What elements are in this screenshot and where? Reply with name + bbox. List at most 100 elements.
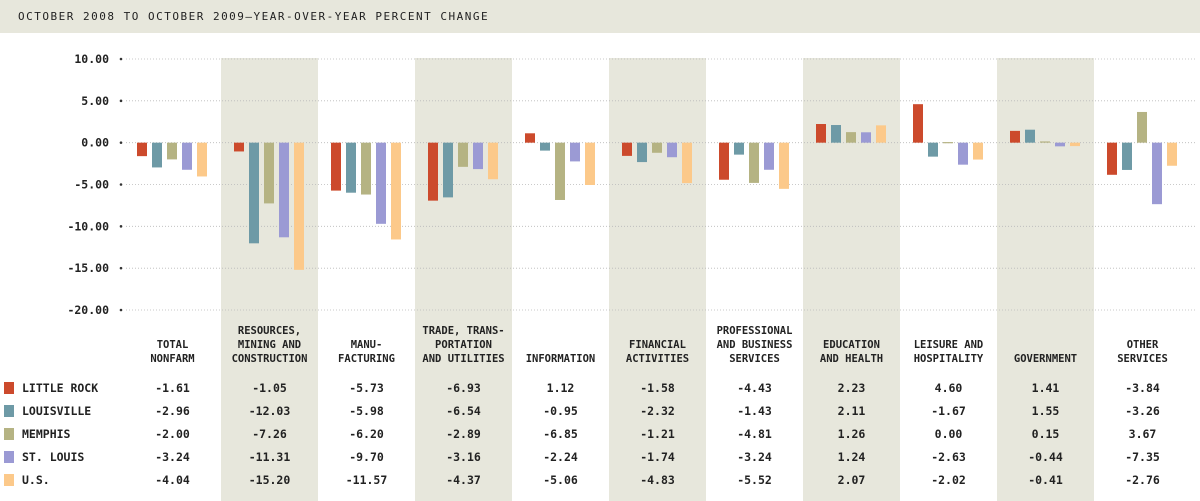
- data-value-label: -3.16: [446, 450, 481, 464]
- bar: [376, 142, 386, 224]
- bar: [1040, 141, 1050, 143]
- data-value-label: -2.76: [1125, 473, 1160, 487]
- bar: [913, 104, 923, 143]
- data-value-label: -2.63: [931, 450, 966, 464]
- category-label: CONSTRUCTION: [232, 353, 308, 365]
- data-value-label: -3.26: [1125, 404, 1160, 418]
- bar: [682, 142, 692, 184]
- category-label: SERVICES: [1117, 353, 1168, 365]
- y-tick-mark: [119, 141, 123, 144]
- y-tick-mark: [119, 183, 123, 186]
- data-value-label: -6.20: [349, 427, 384, 441]
- bar: [167, 142, 177, 160]
- bar: [391, 142, 401, 240]
- bar: [249, 142, 259, 244]
- category-label: PORTATION: [435, 339, 492, 351]
- bar: [525, 133, 535, 143]
- data-value-label: 2.07: [838, 473, 866, 487]
- data-value-label: -3.24: [737, 450, 772, 464]
- data-value-label: -3.24: [155, 450, 190, 464]
- bar: [816, 124, 826, 143]
- data-value-label: -11.57: [346, 473, 388, 487]
- category-label: TRADE, TRANS-: [422, 325, 504, 337]
- bar: [652, 142, 662, 153]
- bar: [1025, 129, 1035, 143]
- bar: [667, 142, 677, 158]
- data-value-label: -1.21: [640, 427, 675, 441]
- data-value-label: -0.41: [1028, 473, 1063, 487]
- bar: [734, 142, 744, 155]
- category-label: FACTURING: [338, 353, 395, 365]
- bar: [152, 142, 162, 168]
- data-value-label: -7.26: [252, 427, 287, 441]
- category-label: PROFESSIONAL: [717, 325, 793, 337]
- category-label: AND HEALTH: [820, 353, 883, 365]
- data-value-label: -1.61: [155, 381, 190, 395]
- data-value-label: -2.24: [543, 450, 578, 464]
- data-value-label: -2.89: [446, 427, 481, 441]
- bar: [779, 142, 789, 189]
- bar: [1107, 142, 1117, 175]
- bar: [1010, 130, 1020, 143]
- data-value-label: -0.44: [1028, 450, 1063, 464]
- data-value-label: -3.84: [1125, 381, 1160, 395]
- bar: [622, 142, 632, 156]
- bar: [943, 142, 953, 144]
- category-label: SERVICES: [729, 353, 780, 365]
- data-value-label: -5.73: [349, 381, 384, 395]
- bar: [197, 142, 207, 177]
- category-label: MINING AND: [238, 339, 301, 351]
- data-value-label: 4.60: [935, 381, 963, 395]
- bar: [458, 142, 468, 167]
- category-label: HOSPITALITY: [914, 353, 984, 365]
- column-shade: [415, 58, 512, 501]
- data-value-label: -2.32: [640, 404, 675, 418]
- data-value-label: -4.37: [446, 473, 481, 487]
- bar: [540, 142, 550, 151]
- category-label: NONFARM: [150, 353, 194, 365]
- bar: [331, 142, 341, 191]
- column-shade: [609, 58, 706, 501]
- bar: [346, 142, 356, 193]
- bar: [831, 125, 841, 143]
- bar: [719, 142, 729, 180]
- data-value-label: -12.03: [249, 404, 291, 418]
- category-label: FINANCIAL: [629, 339, 686, 351]
- bar: [861, 132, 871, 143]
- bar: [428, 142, 438, 201]
- legend-swatch: [4, 474, 14, 486]
- y-tick-mark: [119, 99, 123, 103]
- data-value-label: 2.23: [838, 381, 866, 395]
- data-value-label: -6.85: [543, 427, 578, 441]
- bar: [234, 142, 244, 152]
- legend-swatch: [4, 428, 14, 440]
- legend-series-name: MEMPHIS: [22, 427, 71, 441]
- data-value-label: -11.31: [249, 450, 291, 464]
- y-tick-label: -20.00: [67, 303, 109, 317]
- data-value-label: 1.24: [838, 450, 866, 464]
- data-value-label: -6.54: [446, 404, 481, 418]
- bar: [637, 142, 647, 163]
- bar: [585, 142, 595, 186]
- data-value-label: -15.20: [249, 473, 291, 487]
- bar: [1152, 142, 1162, 205]
- data-value-label: 1.41: [1032, 381, 1060, 395]
- legend-series-name: LITTLE ROCK: [22, 381, 98, 395]
- category-label: TOTAL: [157, 339, 189, 351]
- bar: [182, 142, 192, 170]
- legend-series-name: LOUISVILLE: [22, 404, 91, 418]
- column-shade: [221, 58, 318, 501]
- data-value-label: -5.52: [737, 473, 772, 487]
- data-value-label: -4.43: [737, 381, 772, 395]
- data-value-label: 0.00: [935, 427, 963, 441]
- chart-title-bar: OCTOBER 2008 TO OCTOBER 2009—YEAR-OVER-Y…: [0, 0, 1200, 33]
- category-label: GOVERNMENT: [1014, 353, 1077, 365]
- category-label: INFORMATION: [526, 353, 596, 365]
- category-label: AND UTILITIES: [422, 353, 504, 365]
- bar: [361, 142, 371, 195]
- data-value-label: 3.67: [1129, 427, 1157, 441]
- bar: [443, 142, 453, 198]
- chart-title: OCTOBER 2008 TO OCTOBER 2009—YEAR-OVER-Y…: [18, 10, 490, 23]
- data-value-label: -4.04: [155, 473, 190, 487]
